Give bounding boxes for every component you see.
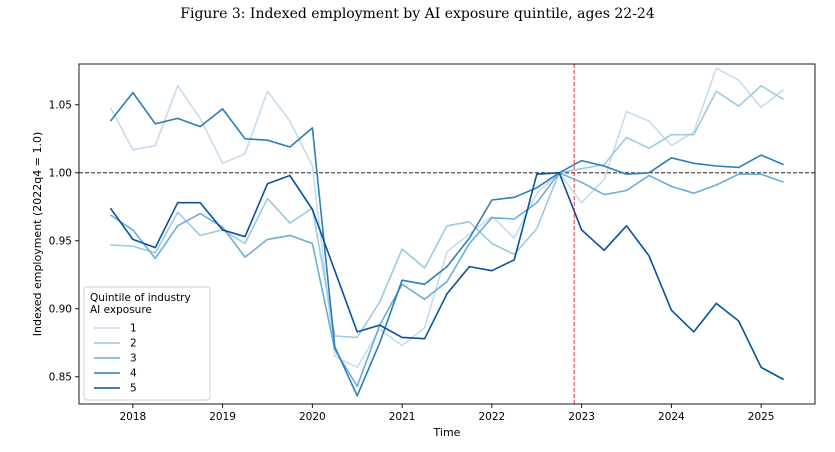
y-tick-label: 1.05 — [49, 99, 72, 111]
x-tick-label: 2024 — [658, 411, 685, 423]
legend-label-4: 4 — [130, 368, 137, 380]
series-line-5 — [109, 172, 784, 381]
y-tick-label: 1.00 — [49, 167, 72, 179]
plot-frame — [78, 63, 816, 405]
series-line-2 — [110, 85, 785, 339]
legend-label-1: 1 — [130, 323, 137, 335]
legend-box — [83, 286, 211, 401]
reference-lines — [79, 64, 815, 404]
x-tick-label: 2019 — [209, 411, 236, 423]
x-tick-label: 2021 — [389, 411, 416, 423]
legend-title: AI exposure — [90, 304, 152, 316]
series-line-3 — [109, 172, 784, 388]
y-tick-label: 0.90 — [49, 303, 72, 315]
x-tick-label: 2025 — [748, 411, 775, 423]
legend-label-2: 2 — [130, 338, 137, 350]
y-axis-label: Indexed employment (2022q4 = 1.0) — [31, 132, 44, 336]
axes: 2018 2019 2020 2021 2022 2023 2024 2025 0.85 0.90… — [31, 63, 816, 439]
legend-label-5: 5 — [130, 383, 137, 395]
series-line-4 — [109, 91, 784, 397]
x-tick-label: 2022 — [479, 411, 506, 423]
x-axis-label: Time — [433, 426, 461, 439]
x-tick-label: 2018 — [119, 411, 146, 423]
series-line-1 — [109, 67, 785, 369]
figure-title: Figure 3: Indexed employment by AI expos… — [180, 6, 655, 22]
y-tick-label: 0.95 — [49, 235, 72, 247]
y-tick-label: 0.85 — [49, 371, 72, 383]
x-tick-label: 2023 — [568, 411, 595, 423]
legend-label-3: 3 — [130, 353, 137, 365]
x-tick-label: 2020 — [299, 411, 326, 423]
legend-title: Quintile of industry — [90, 292, 191, 304]
series-lines — [109, 67, 785, 397]
